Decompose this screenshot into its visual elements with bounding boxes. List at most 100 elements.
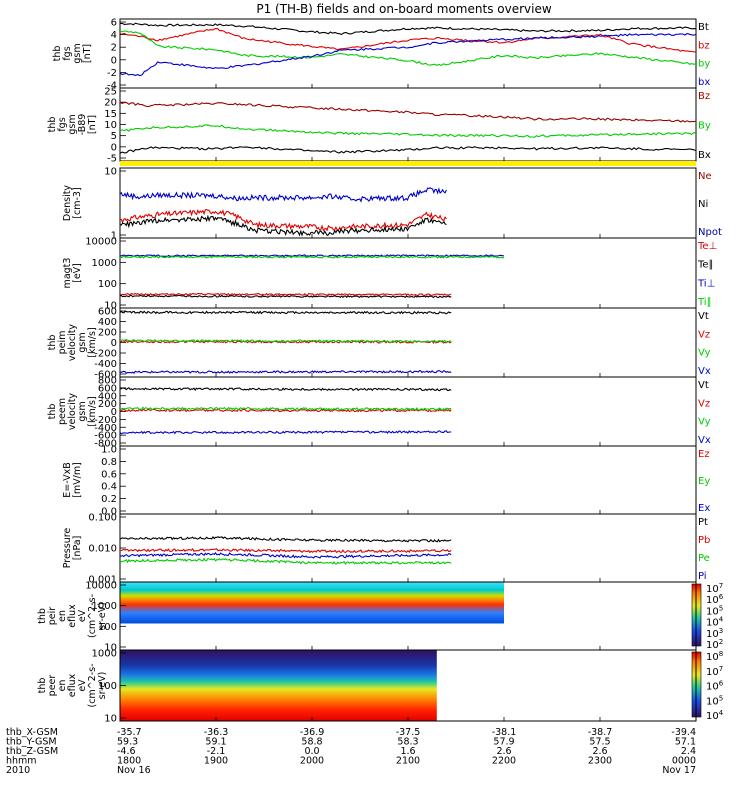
y-tick-label: 10000 (85, 581, 117, 592)
y-tick-label: -200 (94, 415, 117, 426)
series-line-bz (119, 27, 697, 53)
legend-label: Te⊥ (697, 241, 717, 252)
y-axis-label: thb (52, 46, 63, 62)
y-tick-label: -5 (107, 154, 117, 165)
legend-label: by (698, 59, 710, 70)
y-tick-label: 25 (104, 87, 117, 98)
legend-label: Bz (698, 91, 710, 102)
legend-label: By (698, 121, 711, 132)
y-tick-label: -600 (94, 431, 117, 442)
legend-label: Vz (698, 398, 710, 409)
y-axis-label: (cm^2-s- (87, 664, 98, 708)
panel-frame (119, 445, 697, 515)
y-axis-label: eflux (67, 604, 78, 628)
x-axis-value: -4.6 (117, 746, 136, 757)
legend-label: Ne (698, 171, 712, 182)
legend-label: Ti⊥ (697, 278, 715, 289)
legend-label: Vx (698, 366, 711, 377)
y-axis-label: gsm (77, 332, 88, 352)
y-tick-label: -2 (107, 68, 117, 79)
y-axis-label: thb (47, 117, 58, 133)
y-tick-label: 0.2 (101, 494, 117, 505)
y-axis-label: en (57, 680, 68, 692)
y-tick-label: -800 (94, 439, 117, 450)
series-line-Vz (119, 408, 452, 413)
y-axis-label: magt3 (62, 258, 73, 289)
series-line-Pe (119, 557, 452, 565)
y-tick-label: 10 (104, 301, 117, 312)
x-axis-row-label: hhmm (6, 756, 37, 767)
y-axis-label: (cm^2-s- (87, 594, 98, 638)
y-tick-label: 200 (98, 399, 117, 410)
x-axis-value: -36.9 (300, 727, 325, 738)
legend-label: Ni (698, 199, 708, 210)
y-tick-label: 0.0 (101, 507, 117, 518)
legend-label: Ti∥ (697, 297, 712, 308)
legend-label: Vx (698, 435, 711, 446)
panel-frame (119, 513, 697, 583)
y-tick-label: 4 (111, 30, 117, 41)
y-tick-label: 0.4 (101, 482, 117, 493)
y-tick-label: -600 (94, 370, 117, 381)
x-axis-value: 2.6 (592, 746, 607, 757)
series-line-Ni (119, 214, 447, 237)
x-axis-row-label: thb_Y-GSM (6, 737, 57, 748)
series-line-by (119, 30, 697, 67)
y-tick-label: 100 (98, 622, 117, 633)
series-line-By (119, 124, 697, 138)
y-axis-label: peir (47, 607, 58, 626)
series-line-Ne (119, 208, 447, 232)
y-tick-label: -400 (94, 359, 117, 370)
y-tick-label: 0.010 (88, 544, 117, 555)
x-axis-row-label: thb_X-GSM (6, 727, 58, 738)
y-axis-label: en (57, 610, 68, 622)
series-line-Te∥ (119, 294, 452, 299)
y-tick-label: 400 (98, 391, 117, 402)
x-axis-value: 1.6 (400, 746, 415, 757)
x-axis-value: 0.0 (304, 746, 319, 757)
series-line-Pb (119, 547, 452, 554)
series-line-bx (119, 32, 697, 77)
series-line-Vx (119, 430, 452, 435)
y-axis-label: thb (37, 608, 48, 624)
x-axis-value: 1900 (204, 756, 228, 767)
y-tick-label: 10000 (85, 237, 117, 248)
series-line-Bz (119, 101, 697, 123)
y-tick-label: 10 (104, 167, 117, 178)
legend-label: Vy (698, 348, 711, 359)
x-axis-value: 57.5 (589, 737, 610, 748)
y-axis-label: E=-VxB (62, 462, 73, 497)
x-axis-value: -38.7 (588, 727, 613, 738)
x-axis-value: -39.4 (671, 727, 696, 738)
x-axis-block: thb_X-GSM -35.7 -36.3 -36.9 -37.5 -38.1 -38.7 -… (6, 727, 696, 776)
y-tick-label: 400 (98, 317, 117, 328)
series-line-Pi (119, 552, 452, 559)
colorbar-tick-label: 104 (706, 709, 724, 722)
series-line-Vt (119, 310, 452, 315)
y-tick-label: 0.001 (88, 575, 117, 586)
y-axis-label: -B89 (77, 114, 88, 136)
y-tick-label: 0 (111, 407, 117, 418)
y-axis-label: velocity (67, 324, 78, 362)
legend-label: Ez (698, 449, 710, 460)
y-tick-label: 2 (111, 43, 117, 54)
y-axis-label: eV (77, 609, 88, 622)
legend-label: Pb (698, 535, 710, 546)
y-axis-label: [nPa] (72, 536, 83, 561)
heatmap-peer (120, 650, 437, 721)
y-tick-label: 0.8 (101, 457, 117, 468)
legend-label: bz (698, 40, 710, 51)
x-axis-value: 2000 (300, 756, 324, 767)
y-tick-label: 1 (111, 231, 117, 242)
y-tick-label: 0.6 (101, 469, 117, 480)
y-tick-label: 1.0 (101, 445, 117, 456)
y-tick-label: 600 (98, 383, 117, 394)
y-axis-label: thb (47, 404, 58, 420)
legend-label: Pe (698, 553, 710, 564)
series-line-Vy (119, 339, 452, 344)
panel-pressure: 0.100 0.010 0.001 Pressure [nPa] Pt Pb Pe Pi (62, 513, 710, 586)
